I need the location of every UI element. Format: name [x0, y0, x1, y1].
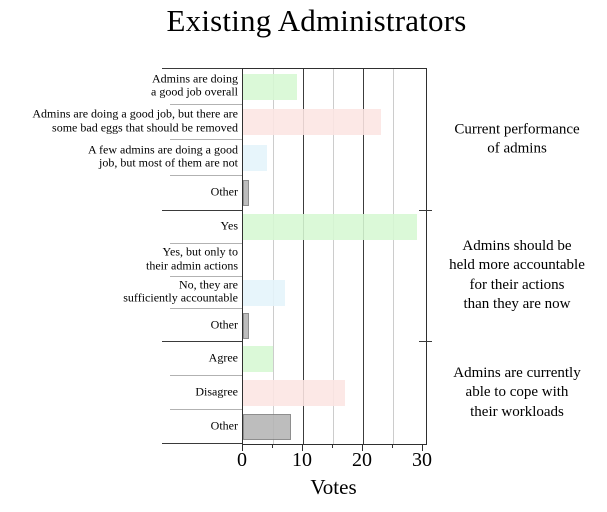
bar-row — [243, 277, 426, 310]
row-separator — [170, 409, 242, 411]
bar-row — [243, 140, 426, 176]
category-label: No, they are sufficiently accountable — [123, 277, 238, 305]
x-tick — [361, 444, 363, 451]
bar-row — [243, 342, 426, 376]
x-minor-tick — [271, 444, 273, 448]
category-label: Disagree — [195, 384, 238, 399]
x-tick-label: 0 — [237, 449, 247, 471]
axis-extension — [162, 443, 242, 445]
bar-row — [243, 376, 426, 410]
bar — [243, 73, 297, 100]
category-label: Admins are doing a good job overall — [151, 71, 238, 99]
x-tick — [241, 444, 243, 451]
bar-row — [243, 244, 426, 277]
axis-extension — [162, 68, 242, 70]
group-separator — [162, 210, 242, 212]
bar — [243, 279, 285, 306]
category-label: Other — [210, 316, 238, 331]
bar-row — [243, 105, 426, 141]
bar-row — [243, 211, 426, 244]
plot-area — [242, 68, 427, 445]
group-separator — [162, 341, 242, 343]
x-tick — [301, 444, 303, 451]
x-tick-label: 20 — [352, 449, 372, 471]
bar — [243, 144, 267, 171]
bar-group — [243, 69, 426, 211]
bar — [243, 312, 249, 339]
gridline-minor — [272, 69, 274, 444]
bar — [243, 214, 417, 241]
group-label: Admins are currently able to cope with t… — [453, 364, 581, 420]
bar-group — [243, 342, 426, 444]
gridline-minor — [332, 69, 334, 444]
category-label: Other — [210, 418, 238, 433]
group-label: Current performance of admins — [454, 121, 580, 157]
row-separator — [170, 174, 242, 176]
x-minor-tick — [391, 444, 393, 448]
bar-row — [243, 176, 426, 212]
row-separator — [170, 103, 242, 105]
bar — [243, 180, 249, 207]
x-tick-label: 30 — [412, 449, 432, 471]
right-spine-tick — [419, 341, 432, 343]
bar — [243, 380, 345, 406]
gridline-major — [362, 69, 364, 444]
x-tick-label: 10 — [292, 449, 312, 471]
bar — [243, 346, 273, 372]
x-minor-tick — [331, 444, 333, 448]
x-axis-title: Votes — [310, 475, 357, 499]
gridline-major — [302, 69, 304, 444]
bar-row — [243, 309, 426, 342]
bar-row — [243, 69, 426, 105]
row-separator — [170, 242, 242, 244]
bar-group — [243, 211, 426, 342]
bar-row — [243, 410, 426, 444]
gridline-minor — [392, 69, 394, 444]
row-separator — [170, 275, 242, 277]
row-separator — [170, 375, 242, 377]
group-label: Admins should be held more accountable f… — [449, 237, 585, 313]
row-separator — [170, 308, 242, 310]
category-label: Yes, but only to their admin actions — [146, 244, 238, 273]
category-label: Agree — [208, 350, 238, 365]
x-tick — [421, 444, 423, 451]
category-label: Other — [210, 184, 238, 199]
row-separator — [170, 139, 242, 141]
bar — [243, 109, 381, 136]
category-label: Admins are doing a good job, but there a… — [32, 106, 238, 135]
chart-title: Existing Administrators — [166, 3, 467, 38]
bar — [243, 414, 291, 440]
right-spine-tick — [419, 210, 432, 212]
category-label: Yes — [220, 218, 238, 233]
category-label: A few admins are doing a good job, but m… — [88, 142, 238, 170]
